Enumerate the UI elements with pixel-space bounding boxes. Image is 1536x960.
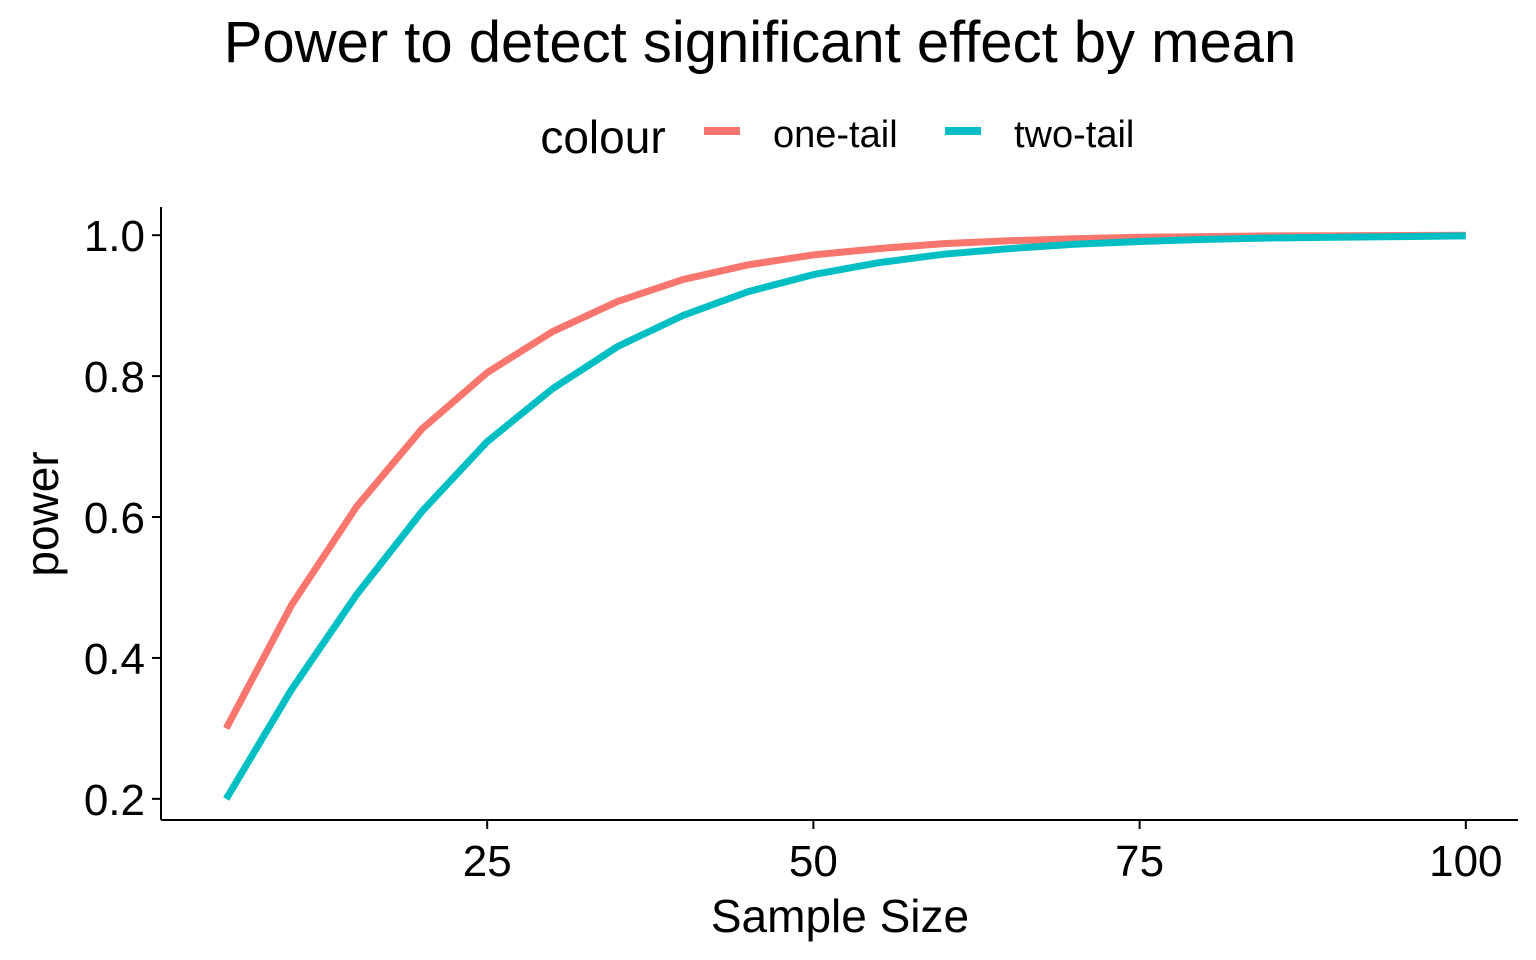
y-tick-label-4: 1.0 xyxy=(84,212,145,261)
x-tick-label-3: 100 xyxy=(1429,837,1502,886)
y-tick-label-2: 0.6 xyxy=(84,494,145,543)
x-tick-label-2: 75 xyxy=(1115,837,1164,886)
legend-title: colour xyxy=(540,111,665,163)
x-tick-label-1: 50 xyxy=(789,837,838,886)
series-line-two-tail xyxy=(223,232,1466,801)
chart-title: Power to detect significant effect by me… xyxy=(224,10,1297,75)
legend-label-one-tail: one-tail xyxy=(773,114,898,156)
y-tick-label-1: 0.4 xyxy=(84,635,145,684)
y-axis-title: power xyxy=(16,451,68,576)
x-axis-title: Sample Size xyxy=(711,890,969,942)
y-tick-label-3: 0.8 xyxy=(84,353,145,402)
series-line-one-tail xyxy=(223,231,1466,731)
legend: colour one-tail two-tail xyxy=(540,111,1134,163)
plot-area: 0.2 0.4 0.6 0.8 1.0 25 50 75 100 xyxy=(84,207,1518,886)
x-tick-label-0: 25 xyxy=(463,837,512,886)
y-tick-label-0: 0.2 xyxy=(84,776,145,825)
legend-label-two-tail: two-tail xyxy=(1014,114,1134,156)
